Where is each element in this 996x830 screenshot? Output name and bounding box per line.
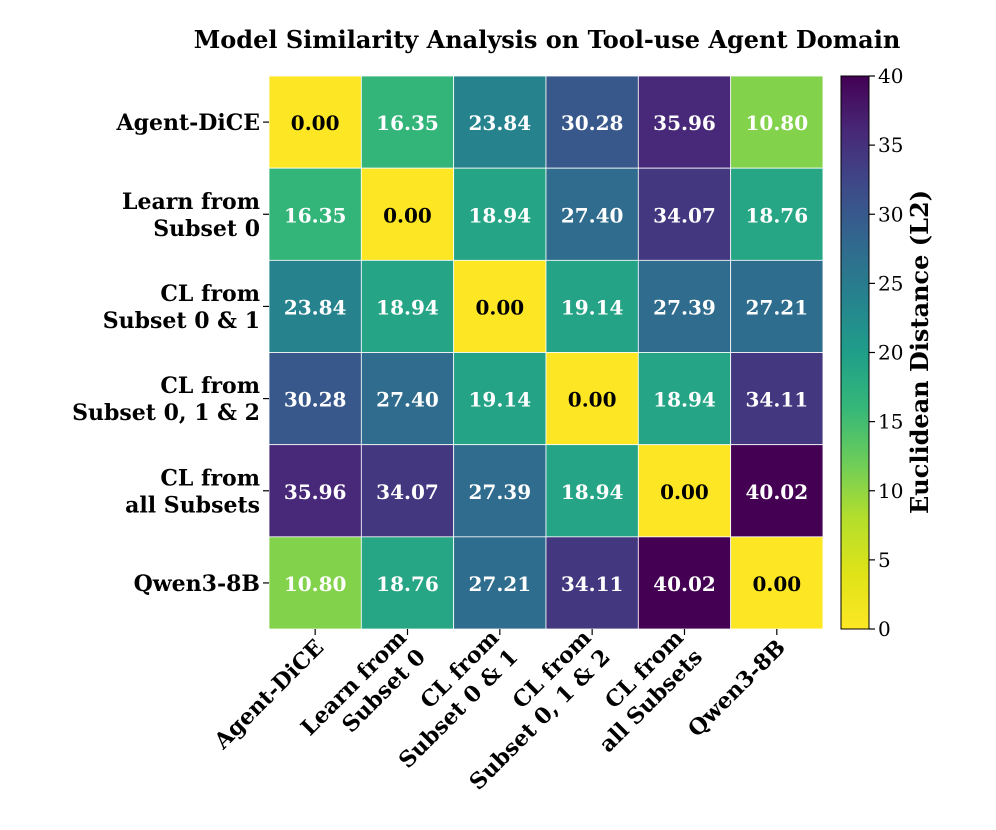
row-label: CL from [160, 281, 260, 307]
heatmap-cell [453, 259, 547, 353]
heatmap-cell [545, 167, 639, 261]
heatmap-cell [730, 444, 824, 538]
cell-value-label: 34.11 [561, 572, 624, 596]
heatmap-cell [637, 75, 732, 169]
colorbar-tick-label: 15 [878, 410, 903, 434]
row-label: Subset 0 [153, 216, 260, 242]
heatmap-cells: 0.00 16.35 23.84 30.28 35.96 10.80 16.35 0.00 18… [268, 75, 824, 630]
heatmap-cell [637, 444, 732, 538]
cell-value-label: 27.21 [469, 572, 532, 596]
heatmap-cell [268, 75, 362, 169]
heatmap-cell [268, 536, 362, 630]
heatmap-cell [360, 167, 455, 261]
heatmap-cell [637, 259, 732, 353]
cell-value-label: 10.80 [745, 111, 808, 135]
colorbar-tick-label: 10 [878, 479, 903, 503]
heatmap-cell [730, 536, 824, 630]
heatmap-cell [360, 352, 455, 446]
cell-value-label: 27.40 [561, 203, 624, 227]
heatmap-cell [268, 444, 362, 538]
heatmap-cell [545, 536, 639, 630]
heatmap-cell [730, 167, 824, 261]
cell-value-label: 18.94 [376, 295, 439, 319]
cell-value-label: 0.00 [660, 480, 709, 504]
row-label: Qwen3-8B [134, 571, 260, 597]
heatmap-cell [637, 352, 732, 446]
cell-value-label: 27.40 [376, 388, 439, 412]
colorbar: 0 5 10 15 20 25 30 35 40 Euclidean Distance (L2) [840, 64, 934, 641]
cell-value-label: 30.28 [284, 388, 347, 412]
row-label: Subset 0 & 1 [103, 308, 260, 334]
heatmap-cell [545, 259, 639, 353]
cell-value-label: 40.02 [653, 572, 716, 596]
cell-value-label: 0.00 [383, 203, 432, 227]
cell-value-label: 0.00 [752, 572, 801, 596]
cell-value-label: 19.14 [561, 295, 624, 319]
row-label: Learn from [122, 189, 260, 215]
column-label-group: Qwen3-8B [683, 635, 791, 743]
heatmap-cell [360, 75, 455, 169]
cell-value-label: 10.80 [284, 572, 347, 596]
heatmap-cell [730, 259, 824, 353]
cell-value-label: 18.94 [469, 203, 532, 227]
chart-title: Model Similarity Analysis on Tool-use Ag… [194, 25, 901, 54]
heatmap-cell [545, 75, 639, 169]
row-label: CL from [160, 465, 260, 491]
heatmap-cell [453, 75, 547, 169]
heatmap-cell [637, 536, 732, 630]
cell-value-label: 27.21 [745, 295, 808, 319]
cell-value-label: 16.35 [376, 111, 439, 135]
cell-value-label: 18.76 [745, 203, 808, 227]
colorbar-tick-label: 40 [878, 64, 903, 88]
cell-value-label: 18.76 [376, 572, 439, 596]
cell-value-label: 23.84 [284, 295, 347, 319]
colorbar-label: Euclidean Distance (L2) [905, 190, 934, 514]
cell-value-label: 34.11 [745, 388, 808, 412]
row-label: Agent-DiCE [116, 110, 260, 136]
heatmap-cell [268, 352, 362, 446]
cell-value-label: 18.94 [653, 388, 716, 412]
colorbar-tick-label: 20 [878, 341, 903, 365]
cell-value-label: 27.39 [469, 480, 532, 504]
cell-value-label: 19.14 [469, 388, 532, 412]
heatmap-cell [453, 444, 547, 538]
colorbar-gradient [840, 75, 870, 630]
cell-value-label: 16.35 [284, 203, 347, 227]
row-label: Subset 0, 1 & 2 [72, 400, 260, 426]
cell-value-label: 0.00 [291, 111, 340, 135]
cell-value-label: 23.84 [469, 111, 532, 135]
colorbar-tick-label: 25 [878, 271, 903, 295]
cell-value-label: 35.96 [653, 111, 716, 135]
colorbar-ticks: 0 5 10 15 20 25 30 35 40 [869, 64, 903, 641]
cell-value-label: 0.00 [475, 295, 524, 319]
heatmap-cell [730, 352, 824, 446]
heatmap-cell [730, 75, 824, 169]
cell-value-label: 18.94 [561, 480, 624, 504]
row-label: all Subsets [125, 492, 260, 518]
colorbar-tick-label: 0 [878, 617, 891, 641]
cell-value-label: 34.07 [376, 480, 439, 504]
colorbar-tick-label: 30 [878, 202, 903, 226]
cell-value-label: 27.39 [653, 295, 716, 319]
heatmap-cell [453, 352, 547, 446]
colorbar-tick-label: 35 [878, 133, 903, 157]
heatmap-cell [545, 352, 639, 446]
cell-value-label: 30.28 [561, 111, 624, 135]
row-label: CL from [160, 373, 260, 399]
cell-value-label: 34.07 [653, 203, 716, 227]
colorbar-tick-label: 5 [878, 548, 891, 572]
cell-value-label: 35.96 [284, 480, 347, 504]
cell-value-label: 0.00 [568, 388, 617, 412]
heatmap-cell [268, 259, 362, 353]
heatmap-cell [360, 259, 455, 353]
heatmap-cell [545, 444, 639, 538]
column-label: Qwen3-8B [683, 635, 791, 743]
cell-value-label: 40.02 [745, 480, 808, 504]
